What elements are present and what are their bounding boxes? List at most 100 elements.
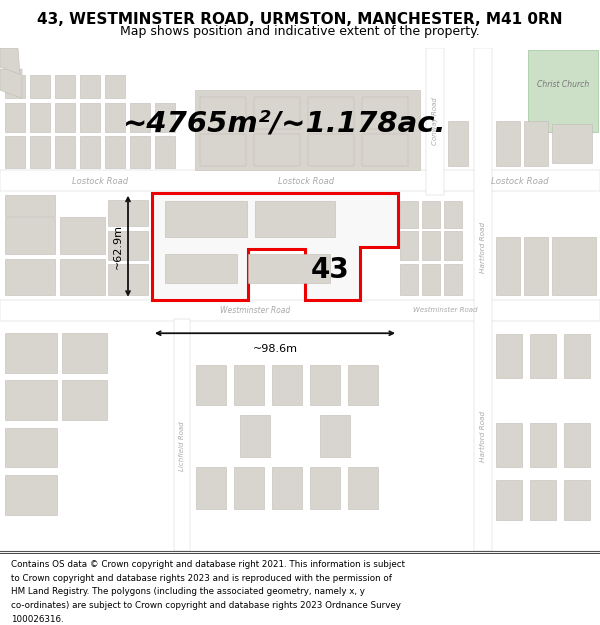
Bar — [0, 170, 600, 191]
Bar — [105, 136, 125, 168]
Text: 43: 43 — [311, 256, 349, 284]
Bar — [155, 136, 175, 168]
Bar — [496, 237, 520, 296]
Bar — [310, 468, 340, 509]
Bar — [5, 428, 57, 468]
Bar — [130, 102, 150, 132]
Bar — [400, 264, 418, 296]
Bar — [200, 98, 246, 129]
Bar — [422, 231, 440, 260]
Bar — [524, 121, 548, 166]
Text: Map shows position and indicative extent of the property.: Map shows position and indicative extent… — [120, 24, 480, 38]
Bar — [55, 76, 75, 98]
Bar — [130, 136, 150, 168]
Text: Hartford Road: Hartford Road — [480, 222, 486, 273]
Bar — [272, 364, 302, 404]
Text: Hartford Road: Hartford Road — [480, 411, 486, 461]
Text: Contains OS data © Crown copyright and database right 2021. This information is : Contains OS data © Crown copyright and d… — [11, 560, 405, 569]
Bar — [105, 102, 125, 132]
Bar — [5, 195, 55, 216]
Bar — [196, 364, 226, 404]
Bar — [530, 480, 556, 520]
Bar — [448, 121, 468, 166]
Bar — [308, 134, 354, 166]
Bar — [80, 136, 100, 168]
Bar — [552, 237, 596, 296]
Bar — [564, 480, 590, 520]
Bar — [524, 237, 548, 296]
Bar — [362, 134, 408, 166]
Bar — [174, 319, 190, 551]
Bar — [552, 124, 592, 163]
Bar — [444, 264, 462, 296]
Bar — [254, 134, 300, 166]
Text: ~98.6m: ~98.6m — [253, 344, 298, 354]
Bar — [496, 121, 520, 166]
Text: co-ordinates) are subject to Crown copyright and database rights 2023 Ordnance S: co-ordinates) are subject to Crown copyr… — [11, 601, 401, 610]
Bar — [5, 217, 55, 254]
Bar — [426, 48, 444, 195]
Bar — [5, 76, 25, 98]
Text: ~62.9m: ~62.9m — [113, 224, 123, 269]
Text: 100026316.: 100026316. — [11, 614, 64, 624]
Text: Lostock Road: Lostock Road — [72, 177, 128, 186]
Bar — [362, 98, 408, 129]
Bar — [254, 98, 300, 129]
Bar — [272, 468, 302, 509]
Bar — [30, 76, 50, 98]
Bar — [444, 231, 462, 260]
Bar — [496, 423, 522, 468]
Bar — [55, 102, 75, 132]
Bar — [108, 264, 148, 296]
Polygon shape — [0, 48, 20, 74]
Bar — [80, 102, 100, 132]
Bar — [348, 364, 378, 404]
Bar — [422, 264, 440, 296]
Bar — [240, 415, 270, 457]
Bar — [255, 201, 335, 237]
Bar — [496, 480, 522, 520]
Bar — [5, 102, 25, 132]
Bar — [62, 381, 107, 420]
Bar — [200, 134, 246, 166]
Bar — [80, 76, 100, 98]
Bar — [108, 231, 148, 260]
Bar — [165, 254, 237, 283]
Bar — [105, 76, 125, 98]
Bar — [308, 98, 354, 129]
Text: Lostock Road: Lostock Road — [491, 177, 549, 186]
Bar — [30, 102, 50, 132]
Bar — [165, 201, 247, 237]
Bar — [55, 136, 75, 168]
Bar — [564, 334, 590, 378]
Bar — [30, 136, 50, 168]
Bar — [62, 333, 107, 373]
Text: ~4765m²/~1.178ac.: ~4765m²/~1.178ac. — [123, 109, 447, 138]
Bar — [400, 201, 418, 228]
Bar — [564, 423, 590, 468]
Text: Westminster Road: Westminster Road — [413, 307, 477, 313]
Text: HM Land Registry. The polygons (including the associated geometry, namely x, y: HM Land Registry. The polygons (includin… — [11, 588, 365, 596]
Bar — [0, 299, 600, 321]
Bar — [530, 423, 556, 468]
Text: Lostock Road: Lostock Road — [278, 177, 334, 186]
Bar — [474, 48, 492, 551]
Bar — [496, 334, 522, 378]
Text: Lichfield Road: Lichfield Road — [179, 422, 185, 471]
Bar — [60, 217, 105, 254]
Bar — [5, 333, 57, 373]
Polygon shape — [152, 192, 398, 299]
Bar — [234, 468, 264, 509]
Bar — [5, 475, 57, 514]
Bar — [530, 334, 556, 378]
Bar — [234, 364, 264, 404]
Bar — [196, 468, 226, 509]
Bar — [155, 102, 175, 132]
Bar — [195, 90, 420, 170]
Bar — [108, 200, 148, 226]
Bar — [5, 381, 57, 420]
Text: 43, WESTMINSTER ROAD, URMSTON, MANCHESTER, M41 0RN: 43, WESTMINSTER ROAD, URMSTON, MANCHESTE… — [37, 12, 563, 27]
Bar — [320, 415, 350, 457]
Polygon shape — [0, 69, 22, 98]
Bar — [248, 254, 330, 283]
